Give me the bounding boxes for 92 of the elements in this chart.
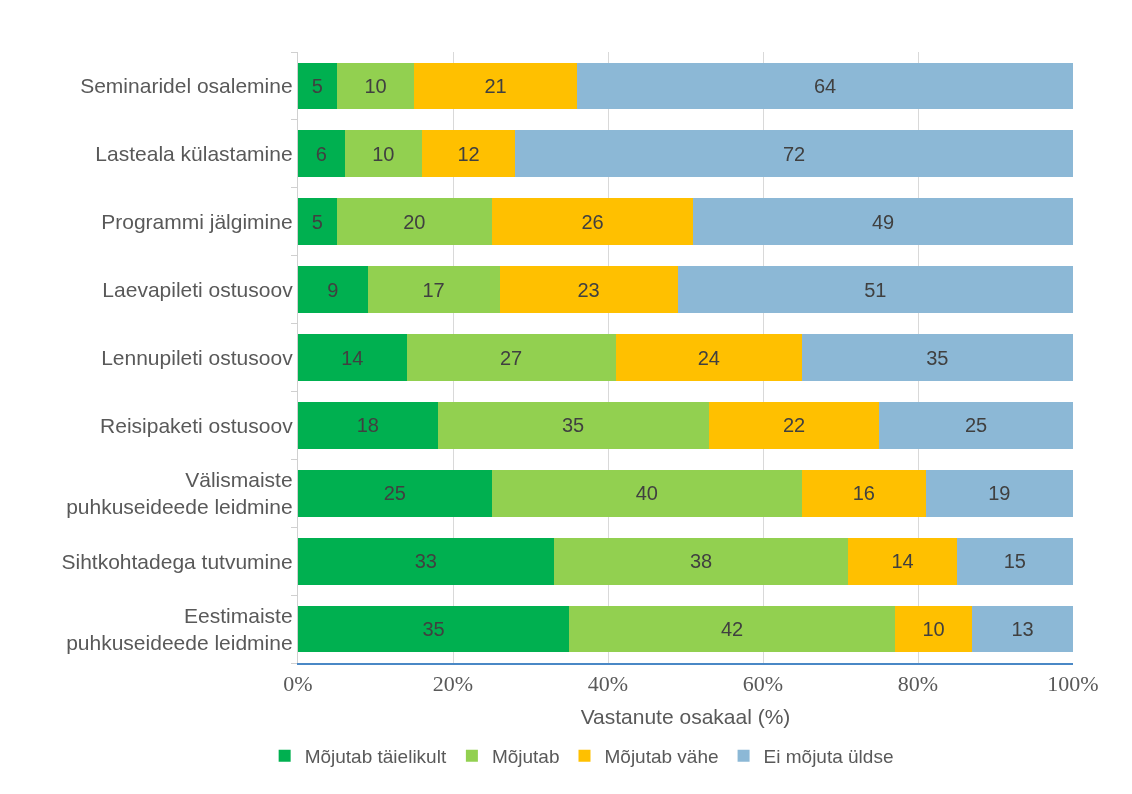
bar — [801, 334, 1073, 381]
data-label: 25 — [965, 414, 988, 437]
bar — [972, 605, 1073, 653]
bar — [437, 401, 709, 449]
bar — [569, 605, 895, 653]
legend-label: Mõjutab täielikult — [304, 746, 447, 768]
data-label: 42 — [720, 618, 744, 641]
data-label: 22 — [782, 414, 806, 437]
data-label: 27 — [500, 346, 523, 369]
x-tick-label: 20% — [432, 671, 474, 697]
data-label: 40 — [635, 482, 658, 505]
bar — [422, 130, 515, 178]
y-tick-label: Lennupileti ostusoov — [101, 345, 294, 369]
bar — [894, 605, 973, 653]
data-label: 6 — [315, 142, 327, 165]
bar — [298, 266, 368, 314]
data-label: 35 — [422, 618, 445, 641]
data-label: 20 — [403, 210, 426, 233]
bar — [553, 537, 849, 585]
data-label: 10 — [364, 74, 387, 97]
data-label: 51 — [864, 278, 887, 301]
bar — [879, 401, 1073, 449]
bar — [491, 469, 802, 517]
bar — [344, 130, 422, 178]
bar — [336, 198, 492, 246]
data-label: 72 — [782, 142, 806, 165]
bar — [499, 266, 678, 314]
data-label: 18 — [356, 414, 379, 437]
y-tick-label: Seminaridel osalemine — [80, 74, 293, 98]
data-label: 25 — [383, 482, 406, 505]
data-label: 14 — [891, 550, 914, 573]
bar — [615, 334, 802, 381]
legend-label: Mõjutab vähe — [604, 746, 719, 768]
bar — [298, 334, 407, 381]
bar — [367, 266, 500, 314]
data-label: 14 — [341, 346, 364, 369]
bar — [925, 469, 1073, 517]
data-label: 24 — [697, 346, 720, 369]
data-label: 35 — [562, 414, 585, 437]
data-label: 38 — [689, 550, 713, 573]
data-label: 64 — [813, 74, 837, 97]
data-label: 19 — [988, 482, 1011, 505]
data-label: 21 — [484, 74, 507, 97]
bar — [336, 62, 415, 110]
data-label: 49 — [872, 210, 895, 233]
data-label: 13 — [1011, 618, 1034, 641]
x-tick-label: 60% — [742, 671, 784, 697]
y-tick-label: Reisipaketi ostusoov — [100, 413, 294, 437]
bar — [406, 334, 616, 381]
bar — [708, 401, 880, 449]
bar — [298, 401, 438, 449]
bar — [298, 537, 554, 585]
bar — [801, 469, 926, 517]
data-label: 33 — [414, 550, 437, 573]
bar — [298, 130, 345, 178]
legend-label: Mõjutab — [491, 746, 560, 768]
data-label: 16 — [852, 482, 875, 505]
bar — [577, 62, 1073, 110]
y-tick-label: Välismaiste puhkuseideede leidmine — [66, 467, 293, 519]
x-tick-label: 40% — [587, 671, 629, 697]
bar — [298, 469, 492, 517]
data-label: 17 — [422, 278, 445, 301]
data-label: 23 — [577, 278, 600, 301]
data-label: 10 — [372, 142, 395, 165]
bar — [491, 198, 694, 246]
x-axis-title: Vastanute osakaal (%) — [580, 704, 791, 728]
y-tick-label: Programmi jälgimine — [101, 210, 293, 234]
x-tick-label: 0% — [283, 671, 313, 697]
y-tick-label: Laevapileti ostusoov — [102, 277, 294, 301]
y-tick-label: Sihtkohtadega tutvumine — [61, 549, 293, 573]
y-tick-label: Lasteala külastamine — [95, 142, 293, 166]
data-label: 5 — [311, 74, 323, 97]
data-label: 5 — [311, 210, 323, 233]
x-tick-label: 100% — [1047, 671, 1099, 697]
bar — [414, 62, 577, 110]
x-tick-label: 80% — [897, 671, 939, 697]
bar — [693, 198, 1073, 246]
y-tick-label: Eestimaiste puhkuseideede leidmine — [66, 603, 293, 655]
data-label: 12 — [457, 142, 480, 165]
bar — [515, 130, 1073, 178]
bar — [298, 605, 570, 653]
bar — [956, 537, 1073, 585]
bar — [298, 198, 337, 246]
bar — [677, 266, 1073, 314]
data-label: 10 — [922, 618, 945, 641]
data-label: 9 — [327, 278, 339, 301]
bar — [848, 537, 957, 585]
data-label: 35 — [926, 346, 949, 369]
legend-label: Ei mõjuta üldse — [763, 746, 894, 768]
bar — [298, 62, 337, 110]
data-label: 15 — [1003, 550, 1026, 573]
data-label: 26 — [581, 210, 604, 233]
